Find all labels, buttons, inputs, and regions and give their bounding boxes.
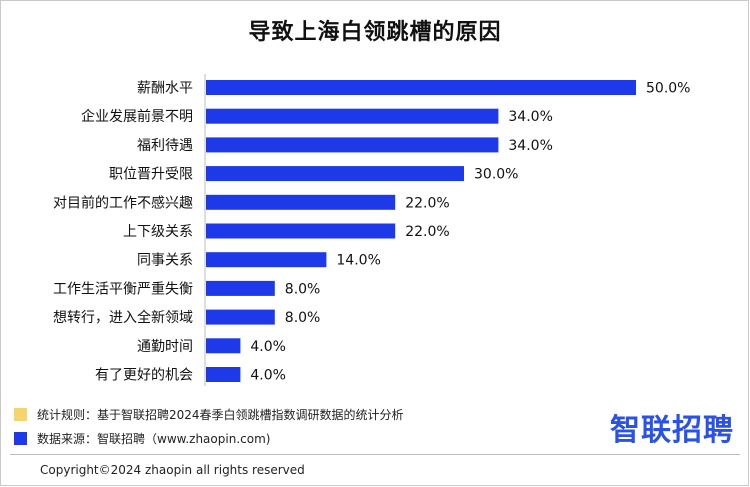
value-label-5: 22.0% bbox=[405, 195, 449, 211]
category-label-11: 有了更好的机会 bbox=[95, 368, 193, 384]
category-label-6: 上下级关系 bbox=[123, 224, 193, 240]
bar-3 bbox=[206, 137, 499, 153]
chart-title: 导致上海白领跳槽的原因 bbox=[248, 20, 502, 45]
category-label-4: 职位晋升受限 bbox=[109, 167, 193, 183]
value-label-1: 50.0% bbox=[646, 81, 690, 97]
bar-9 bbox=[206, 309, 275, 325]
value-label-9: 8.0% bbox=[285, 310, 321, 326]
value-label-4: 30.0% bbox=[474, 167, 518, 183]
value-label-8: 8.0% bbox=[285, 281, 321, 297]
copyright-text: Copyright©2024 zhaopin all rights reserv… bbox=[40, 463, 305, 477]
bar-5 bbox=[206, 194, 396, 210]
legend-swatch-rule bbox=[14, 408, 27, 421]
footer-divider bbox=[10, 454, 740, 455]
category-label-8: 工作生活平衡严重失衡 bbox=[53, 281, 193, 297]
legend-swatch-source bbox=[14, 432, 27, 445]
value-label-2: 34.0% bbox=[508, 109, 552, 125]
value-label-6: 22.0% bbox=[405, 224, 449, 240]
value-label-7: 14.0% bbox=[336, 253, 380, 269]
category-label-9: 想转行，进入全新领域 bbox=[53, 309, 193, 326]
category-label-7: 同事关系 bbox=[137, 253, 193, 269]
legend-item-source: 数据来源：智联招聘（www.zhaopin.com) bbox=[14, 430, 270, 447]
bar-2 bbox=[206, 108, 499, 124]
legend-item-rule: 统计规则：基于智联招聘2024春季白领跳槽指数调研数据的统计分析 bbox=[14, 406, 404, 423]
value-label-10: 4.0% bbox=[250, 339, 286, 355]
bar-10 bbox=[206, 338, 241, 354]
category-label-3: 福利待遇 bbox=[137, 138, 193, 154]
category-label-5: 对目前的工作不感兴趣 bbox=[53, 194, 193, 211]
brand-logo: 智联招聘 bbox=[610, 413, 734, 448]
bar-4 bbox=[206, 166, 464, 182]
bar-11 bbox=[206, 367, 241, 382]
bars-group: 薪酬水平 50.0% 企业发展前景不明 34.0% 福利待遇 34.0% 职位晋升受限 30.… bbox=[53, 80, 690, 384]
bar-8 bbox=[206, 280, 275, 296]
bar-7 bbox=[206, 252, 327, 268]
bar-6 bbox=[206, 223, 396, 239]
category-label-2: 企业发展前景不明 bbox=[81, 108, 193, 125]
category-label-10: 通勤时间 bbox=[137, 339, 193, 355]
value-label-11: 4.0% bbox=[250, 368, 286, 384]
legend-text-source: 数据来源：智联招聘（www.zhaopin.com) bbox=[37, 432, 271, 446]
bar-1 bbox=[206, 80, 636, 95]
category-label-1: 薪酬水平 bbox=[137, 81, 193, 97]
value-label-3: 34.0% bbox=[508, 138, 552, 154]
legend-text-rule: 统计规则：基于智联招聘2024春季白领跳槽指数调研数据的统计分析 bbox=[37, 408, 404, 422]
bar-chart: 薪酬水平 50.0% 企业发展前景不明 34.0% 福利待遇 34.0% 职位晋升受限 30.… bbox=[53, 74, 690, 386]
